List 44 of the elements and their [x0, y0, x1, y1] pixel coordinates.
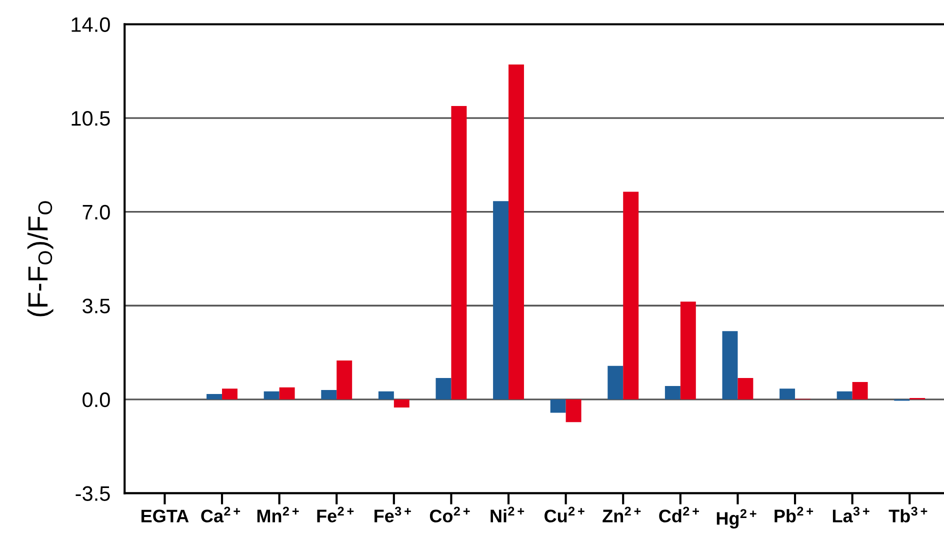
bar	[608, 366, 624, 400]
bar	[394, 399, 410, 408]
y-tick-label: 0.0	[82, 392, 110, 408]
y-tick-label: 3.5	[82, 298, 110, 314]
bar	[279, 387, 295, 400]
bar	[378, 391, 394, 400]
y-tick-label: -3.5	[76, 486, 110, 501]
bar	[852, 382, 868, 400]
bar	[836, 391, 852, 400]
bar	[451, 106, 467, 400]
bar	[780, 388, 796, 400]
bar	[206, 394, 222, 400]
x-tick-label: Pb$^{2+}$	[774, 506, 814, 522]
bar	[550, 399, 566, 413]
x-tick-label: Fe$^{3+}$	[374, 506, 411, 522]
bar	[222, 388, 238, 400]
bar	[738, 378, 754, 400]
bar	[336, 360, 352, 400]
x-tick-label: EGTA	[142, 510, 189, 522]
x-tick-label: Zn$^{2+}$	[602, 506, 641, 522]
bar	[664, 386, 680, 400]
bar	[680, 302, 696, 400]
bar	[493, 201, 509, 400]
y-tick-label: 14.0	[72, 17, 110, 32]
bar	[623, 192, 639, 400]
x-tick-label: Ca$^{2+}$	[201, 506, 240, 522]
x-tick-label: Hg$^{2+}$	[716, 509, 756, 528]
x-tick-label: Tb$^{3+}$	[888, 506, 928, 522]
x-tick-label: Cu$^{2+}$	[544, 506, 584, 522]
bar	[722, 331, 738, 400]
x-tick-label: Mn$^{2+}$	[257, 506, 299, 522]
bar	[436, 378, 452, 400]
y-tick-label: 7.0	[82, 204, 110, 220]
y-axis-title: (F-F$_{O}$)/F$_{O}$	[27, 201, 54, 316]
x-tick-label: Co$^{2+}$	[430, 506, 470, 522]
bar	[508, 64, 524, 400]
bar	[566, 399, 582, 422]
x-tick-label: Fe$^{2+}$	[317, 506, 354, 522]
bar	[321, 390, 337, 400]
y-tick-label: 10.5	[72, 111, 110, 126]
x-tick-label: La$^{3+}$	[832, 506, 870, 522]
bar	[264, 391, 280, 400]
x-tick-label: Ni$^{2+}$	[490, 506, 524, 522]
x-tick-label: Cd$^{2+}$	[659, 506, 699, 522]
